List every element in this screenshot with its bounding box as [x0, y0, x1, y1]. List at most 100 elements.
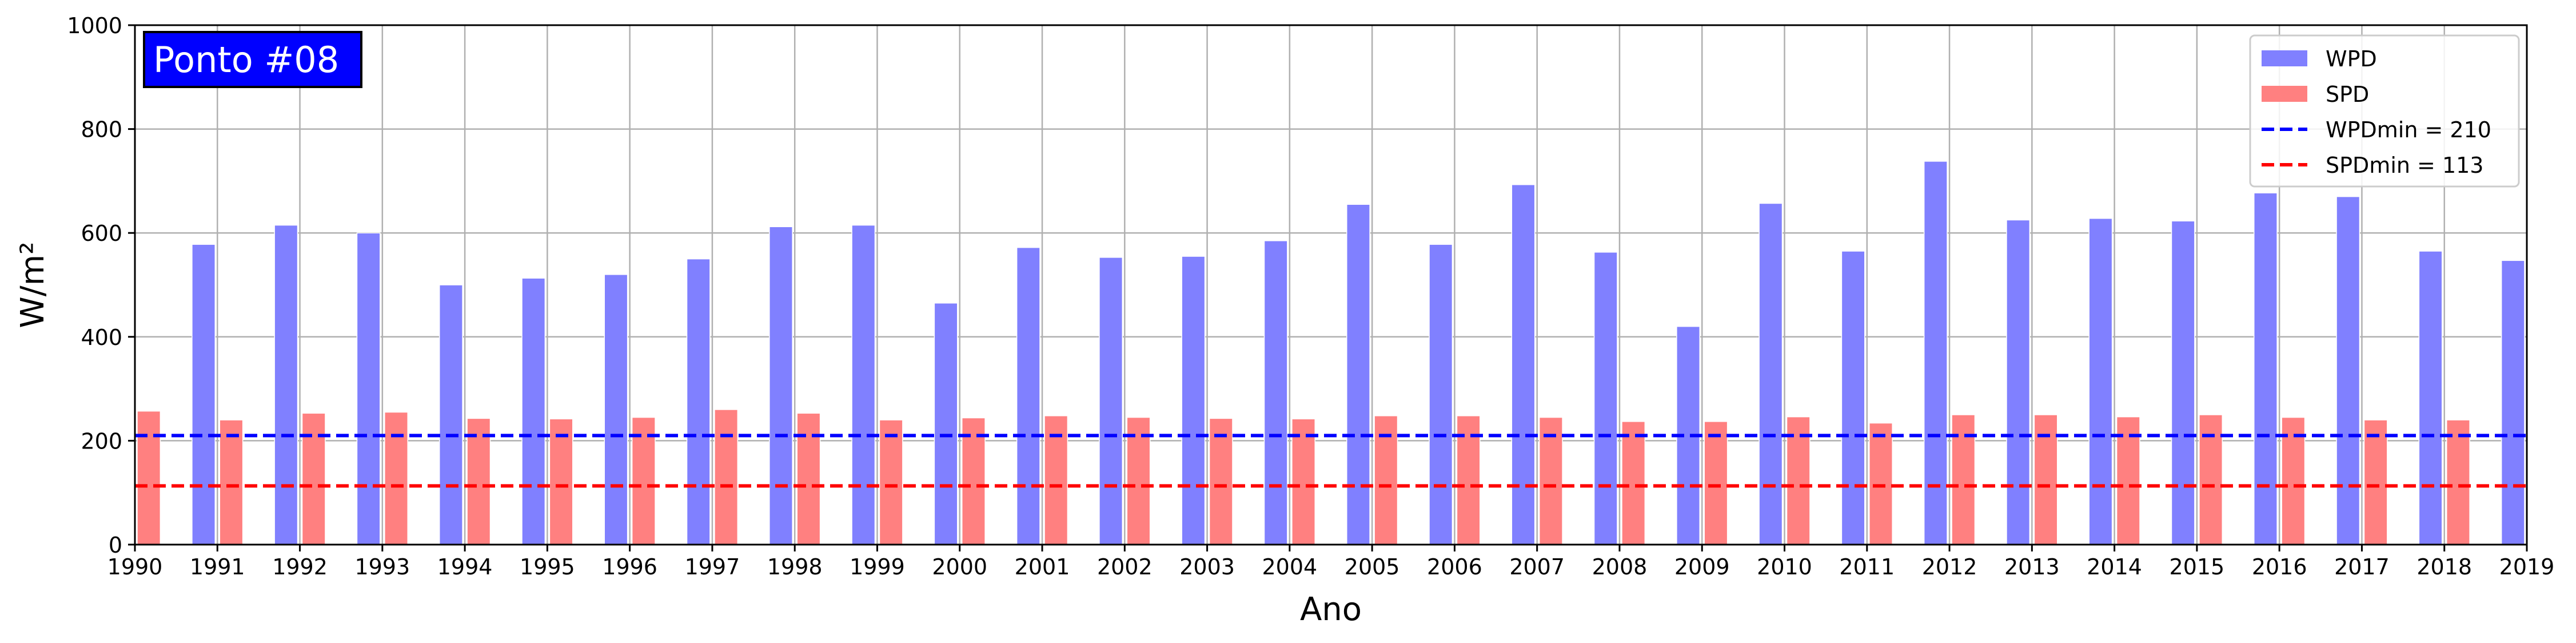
wpd-bar-2002: [1099, 257, 1123, 545]
spd-bar-1998: [796, 412, 821, 545]
wpd-bar-1992: [274, 224, 298, 545]
x-tick-label-2019: 2019: [2499, 554, 2555, 580]
ticks: 1990 1991 1992 1993 1994 1995 1996 1997 1998 1999…: [67, 13, 2554, 580]
spd-bar-2006: [1456, 415, 1481, 545]
wpd-bar-2000: [934, 303, 958, 545]
wpd-bar-2001: [1016, 247, 1040, 545]
wpd-bar-1997: [686, 258, 711, 545]
wpd-bar-1995: [521, 277, 546, 545]
spd-bar-2002: [1126, 416, 1151, 545]
spd-bar-1996: [631, 416, 656, 545]
spd-bar-1991: [219, 419, 244, 545]
y-tick-label-200: 200: [81, 428, 122, 454]
spd-bar-2010: [1786, 416, 1811, 545]
wpd-bar-2015: [2171, 220, 2195, 545]
wpd-bar-2005: [1346, 204, 1370, 545]
spd-bar-1994: [466, 418, 491, 545]
x-axis-title: Ano: [1300, 591, 1362, 628]
x-tick-label-2012: 2012: [1922, 554, 1977, 580]
x-tick-label-2011: 2011: [1839, 554, 1895, 580]
legend-label-spd: SPD: [2326, 82, 2369, 107]
wpd-bar-2011: [1841, 251, 1865, 545]
y-tick-label-0: 0: [109, 533, 122, 558]
x-tick-label-1996: 1996: [602, 554, 657, 580]
legend-frame: [2249, 34, 2520, 188]
x-tick-label-2002: 2002: [1097, 554, 1153, 580]
x-tick-label-2003: 2003: [1179, 554, 1235, 580]
spd-bar-2017: [2363, 419, 2388, 545]
x-tick-label-1991: 1991: [190, 554, 245, 580]
spd-bar-2004: [1291, 418, 1316, 545]
x-tick-label-2018: 2018: [2417, 554, 2472, 580]
wpd-bar-2017: [2336, 196, 2360, 545]
spd-bar-2007: [1538, 416, 1563, 545]
spd-bar-2005: [1374, 415, 1398, 545]
spd-bar-1995: [549, 418, 573, 545]
x-tick-label-1999: 1999: [850, 554, 905, 580]
legend-label-wpd: WPD: [2326, 46, 2377, 72]
wpd-bar-1998: [769, 226, 793, 545]
x-tick-label-2016: 2016: [2252, 554, 2307, 580]
y-tick-label-800: 800: [81, 117, 122, 142]
wpd-bar-1991: [192, 244, 216, 545]
wpd-bar-1996: [604, 274, 628, 545]
x-tick-label-2015: 2015: [2170, 554, 2225, 580]
spd-bar-1997: [714, 409, 739, 545]
point-label-box: Ponto #08: [143, 31, 362, 88]
wpd-bar-2014: [2088, 218, 2113, 545]
wpd-bar-2019: [2501, 260, 2525, 545]
spd-bar-1990: [137, 410, 161, 545]
x-tick-label-1992: 1992: [272, 554, 328, 580]
y-axis-title: W/m²: [14, 241, 51, 328]
wpd-bar-2007: [1511, 184, 1536, 545]
wpd-bar-2003: [1181, 256, 1206, 545]
x-tick-label-1997: 1997: [685, 554, 740, 580]
x-tick-label-2001: 2001: [1015, 554, 1070, 580]
y-tick-label-600: 600: [81, 221, 122, 246]
spd-bar-2009: [1704, 421, 1728, 545]
x-tick-label-2004: 2004: [1262, 554, 1318, 580]
spd-bar-2000: [962, 417, 986, 545]
x-tick-label-2017: 2017: [2334, 554, 2390, 580]
x-tick-label-2008: 2008: [1592, 554, 1648, 580]
x-tick-label-1995: 1995: [520, 554, 575, 580]
spd-bar-2011: [1869, 422, 1893, 545]
x-tick-label-2013: 2013: [2004, 554, 2060, 580]
y-tick-label-1000: 1000: [67, 13, 122, 38]
spd-bar-2018: [2446, 419, 2470, 545]
x-tick-label-2005: 2005: [1345, 554, 1400, 580]
x-tick-label-2007: 2007: [1509, 554, 1565, 580]
wpd-bar-2004: [1263, 240, 1288, 545]
spd-bar-2008: [1621, 421, 1646, 545]
wpd-bar-1999: [851, 224, 876, 545]
spd-bar-1993: [384, 411, 408, 545]
reference-lines: [135, 434, 2527, 488]
wpd-bar-2008: [1593, 252, 1618, 545]
wpd-bar-2006: [1429, 244, 1453, 545]
x-tick-label-1994: 1994: [437, 554, 493, 580]
grid: [134, 24, 2528, 546]
point-label-background: [143, 31, 362, 88]
x-tick-label-1998: 1998: [767, 554, 823, 580]
wpd-bar-2016: [2254, 192, 2278, 545]
x-tick-label-2010: 2010: [1757, 554, 1812, 580]
spd-bar-1992: [301, 412, 326, 545]
legend-swatch-wpd: [2262, 50, 2307, 66]
wpd-bar-1993: [356, 232, 381, 545]
wpd-bar-2012: [1923, 161, 1948, 545]
x-tick-label-1993: 1993: [354, 554, 410, 580]
spd-bar-2003: [1209, 418, 1233, 545]
wpd-bar-2013: [2006, 219, 2031, 545]
point-label-text: Ponto #08: [153, 39, 339, 81]
plot-frame: [134, 24, 2528, 546]
spd-bar-1999: [879, 419, 903, 545]
bars: [137, 161, 2525, 545]
legend-label-ref-1: WPDmin = 210: [2326, 117, 2491, 142]
spd-bar-2016: [2281, 416, 2306, 545]
x-tick-label-1990: 1990: [107, 554, 163, 580]
x-tick-label-2009: 2009: [1674, 554, 1730, 580]
x-tick-label-2000: 2000: [932, 554, 987, 580]
y-tick-label-400: 400: [81, 325, 122, 350]
legend-swatch-spd: [2262, 86, 2307, 102]
